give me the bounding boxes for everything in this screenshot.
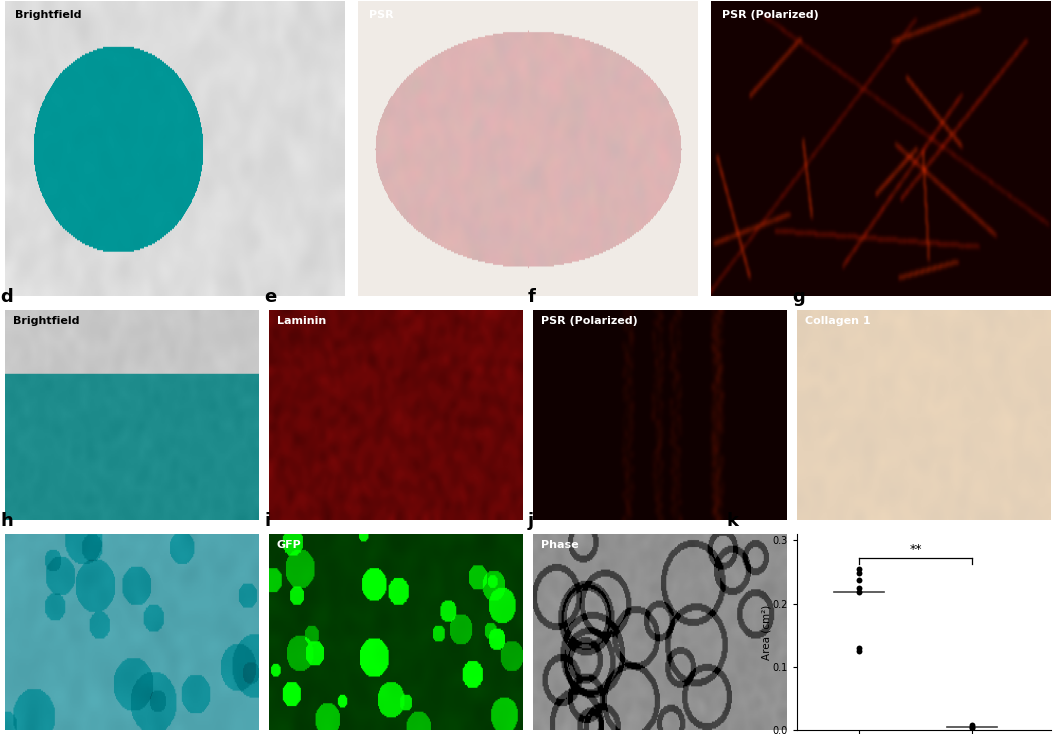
Text: f: f xyxy=(528,288,536,305)
Point xyxy=(851,567,868,579)
Text: h: h xyxy=(0,512,13,530)
Text: PSR (Polarized): PSR (Polarized) xyxy=(541,316,637,326)
Y-axis label: Area (cm²): Area (cm²) xyxy=(761,605,771,660)
Point xyxy=(851,582,868,594)
Point xyxy=(851,586,868,598)
Point xyxy=(963,722,980,733)
Text: Collagen 1: Collagen 1 xyxy=(804,316,871,326)
Text: k: k xyxy=(726,512,738,530)
Text: PSR: PSR xyxy=(369,10,393,21)
Point xyxy=(851,645,868,657)
Text: Laminin: Laminin xyxy=(277,316,326,326)
Point xyxy=(851,574,868,586)
Point xyxy=(963,722,980,734)
Text: Brightfield: Brightfield xyxy=(13,316,79,326)
Text: **: ** xyxy=(910,543,921,556)
Text: Brightfield: Brightfield xyxy=(16,10,82,21)
Point xyxy=(851,563,868,575)
Text: j: j xyxy=(528,512,534,530)
Point xyxy=(963,719,980,731)
Text: e: e xyxy=(264,288,276,305)
Text: i: i xyxy=(264,512,271,530)
Text: g: g xyxy=(792,288,804,305)
Text: GFP: GFP xyxy=(277,540,301,550)
Text: Phase: Phase xyxy=(541,540,578,550)
Point xyxy=(851,642,868,654)
Text: PSR (Polarized): PSR (Polarized) xyxy=(721,10,818,21)
Text: d: d xyxy=(0,288,13,305)
